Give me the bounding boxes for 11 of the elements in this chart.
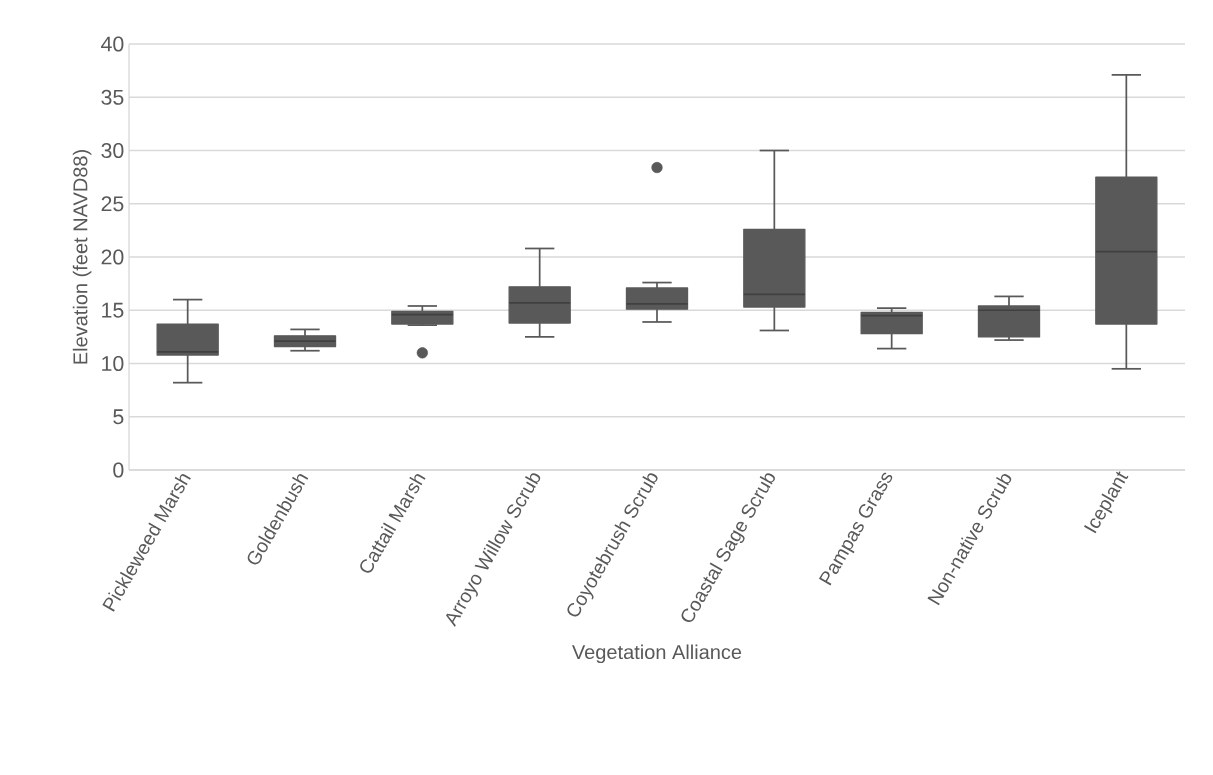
y-tick-label: 15 xyxy=(102,302,124,318)
y-tick-label: 40 xyxy=(101,36,124,52)
y-tick-label: 30 xyxy=(101,142,124,159)
y-axis-title: Elevation (feet NAVD88) xyxy=(72,150,92,364)
y-tick-label: 10 xyxy=(102,355,124,372)
y-tick-label: 20 xyxy=(101,249,124,265)
y-tick-label: 25 xyxy=(101,196,124,212)
x-axis-title: Vegetation Alliance xyxy=(572,644,742,664)
y-tick-label: 0 xyxy=(113,462,124,478)
y-tick-label: 35 xyxy=(101,89,124,105)
y-tick-label: 5 xyxy=(113,409,124,425)
